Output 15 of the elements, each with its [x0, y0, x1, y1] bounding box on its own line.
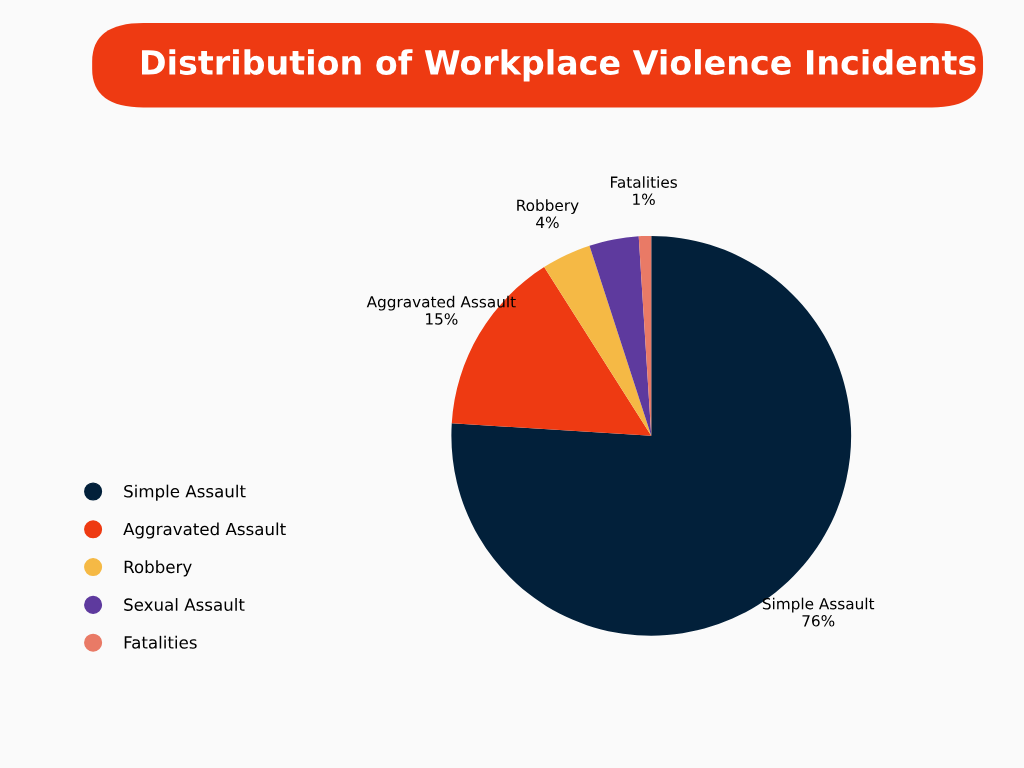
legend-label: Fatalities [124, 635, 197, 649]
slice-label: Robbery [517, 199, 579, 215]
legend-label: Sexual Assault [124, 598, 245, 611]
slice-label: Simple Assault [762, 597, 875, 613]
chart-title: Distribution of Workplace Violence Incidents [141, 49, 976, 82]
legend-label: Aggravated Assault [123, 522, 286, 539]
pie-slice [544, 245, 652, 436]
data-label: 4% [536, 216, 559, 229]
slice-label: Fatalities [611, 176, 677, 188]
data-label: 76% [802, 615, 835, 627]
data-label: 15% [426, 313, 458, 325]
data-label: 1% [633, 193, 655, 206]
legend-label: Simple Assault [124, 484, 246, 501]
pie-slice [589, 236, 652, 436]
legend-label: Robbery [124, 560, 192, 577]
